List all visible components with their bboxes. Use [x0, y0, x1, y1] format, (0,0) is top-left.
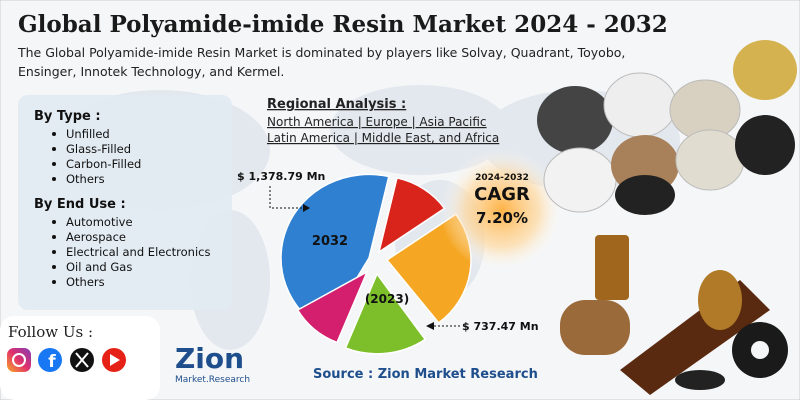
- follow-label: Follow Us :: [8, 323, 93, 341]
- segment-item: Unfilled: [66, 127, 110, 141]
- segment-item: Automotive: [66, 215, 133, 229]
- segment-heading: By End Use :: [34, 197, 126, 212]
- svg-text:f: f: [48, 352, 56, 372]
- cagr-period: 2024-2032: [475, 173, 529, 183]
- logo-sub: Market.Research: [175, 375, 250, 385]
- bullet: [52, 132, 56, 136]
- resin-parts: [560, 235, 788, 395]
- facebook-icon[interactable]: [38, 348, 62, 372]
- segment-item: Carbon-Filled: [66, 157, 141, 171]
- segment-item: Oil and Gas: [66, 260, 132, 274]
- year-label: 2032: [312, 234, 348, 249]
- subtitle: The Global Polyamide-imide Resin Market …: [17, 45, 625, 60]
- instagram-icon[interactable]: [7, 348, 31, 372]
- value-label: $ 1,378.79 Mn: [237, 170, 325, 183]
- segment-item: Others: [66, 275, 105, 289]
- cagr-label: CAGR: [474, 184, 530, 205]
- bullet: [52, 147, 56, 151]
- cagr-value: 7.20%: [476, 209, 528, 227]
- pie-slice: [296, 270, 369, 344]
- segment-item: Others: [66, 172, 105, 186]
- bullet: [52, 177, 56, 181]
- resin-jars: [537, 40, 797, 215]
- value-label: $ 737.47 Mn: [462, 320, 539, 333]
- cagr-glow: [440, 148, 564, 272]
- pie-slice: [344, 272, 427, 355]
- segment-item: Glass-Filled: [66, 142, 131, 156]
- subtitle: Ensinger, Innotek Technology, and Kermel…: [18, 64, 284, 79]
- title: Global Polyamide-imide Resin Market 2024…: [18, 11, 668, 38]
- regional-heading: Regional Analysis :: [267, 97, 406, 112]
- bullet: [52, 280, 56, 284]
- bullet: [52, 250, 56, 254]
- arrow: [269, 186, 303, 209]
- segment-heading: By Type :: [34, 109, 101, 124]
- bullet: [52, 162, 56, 166]
- segment-item: Aerospace: [66, 230, 126, 244]
- source: Source : Zion Market Research: [313, 367, 538, 382]
- regional-line: North America | Europe | Asia Pacific: [267, 115, 487, 129]
- regional-line: Latin America | Middle East, and Africa: [267, 131, 499, 145]
- bullet: [52, 220, 56, 224]
- logo: Zion: [175, 342, 244, 375]
- bullet: [52, 235, 56, 239]
- year-label: (2023): [365, 292, 409, 306]
- segment-item: Electrical and Electronics: [66, 245, 210, 259]
- segment-panel: [18, 95, 232, 310]
- bullet: [52, 265, 56, 269]
